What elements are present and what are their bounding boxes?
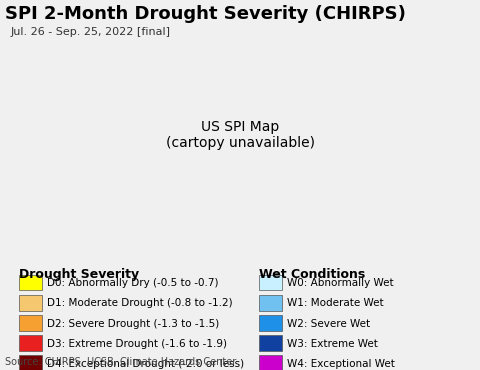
Text: D0: Abnormally Dry (-0.5 to -0.7): D0: Abnormally Dry (-0.5 to -0.7)	[47, 278, 218, 288]
Bar	[19, 315, 42, 331]
Bar	[19, 335, 42, 351]
Bar	[259, 335, 282, 351]
Text: W4: Exceptional Wet: W4: Exceptional Wet	[287, 359, 395, 369]
Text: Jul. 26 - Sep. 25, 2022 [final]: Jul. 26 - Sep. 25, 2022 [final]	[11, 27, 170, 37]
Bar	[259, 295, 282, 310]
Bar	[259, 275, 282, 290]
Text: D1: Moderate Drought (-0.8 to -1.2): D1: Moderate Drought (-0.8 to -1.2)	[47, 299, 233, 309]
Bar	[259, 315, 282, 331]
Text: W0: Abnormally Wet: W0: Abnormally Wet	[287, 278, 394, 288]
Text: SPI 2-Month Drought Severity (CHIRPS): SPI 2-Month Drought Severity (CHIRPS)	[5, 5, 406, 23]
Bar	[259, 355, 282, 370]
Text: Wet Conditions: Wet Conditions	[259, 269, 365, 282]
Text: W2: Severe Wet: W2: Severe Wet	[287, 319, 370, 329]
Text: Drought Severity: Drought Severity	[19, 269, 139, 282]
Text: D4: Exceptional Drought (-2.0 or less): D4: Exceptional Drought (-2.0 or less)	[47, 359, 244, 369]
Bar	[19, 355, 42, 370]
Text: W3: Extreme Wet: W3: Extreme Wet	[287, 339, 378, 349]
Text: D3: Extreme Drought (-1.6 to -1.9): D3: Extreme Drought (-1.6 to -1.9)	[47, 339, 227, 349]
Bar	[19, 295, 42, 310]
Text: Source: CHIRPS, UCSB, Climate Hazards Center: Source: CHIRPS, UCSB, Climate Hazards Ce…	[5, 357, 236, 367]
Text: D2: Severe Drought (-1.3 to -1.5): D2: Severe Drought (-1.3 to -1.5)	[47, 319, 219, 329]
Text: US SPI Map
(cartopy unavailable): US SPI Map (cartopy unavailable)	[166, 120, 314, 150]
Bar	[19, 275, 42, 290]
Text: W1: Moderate Wet: W1: Moderate Wet	[287, 299, 384, 309]
